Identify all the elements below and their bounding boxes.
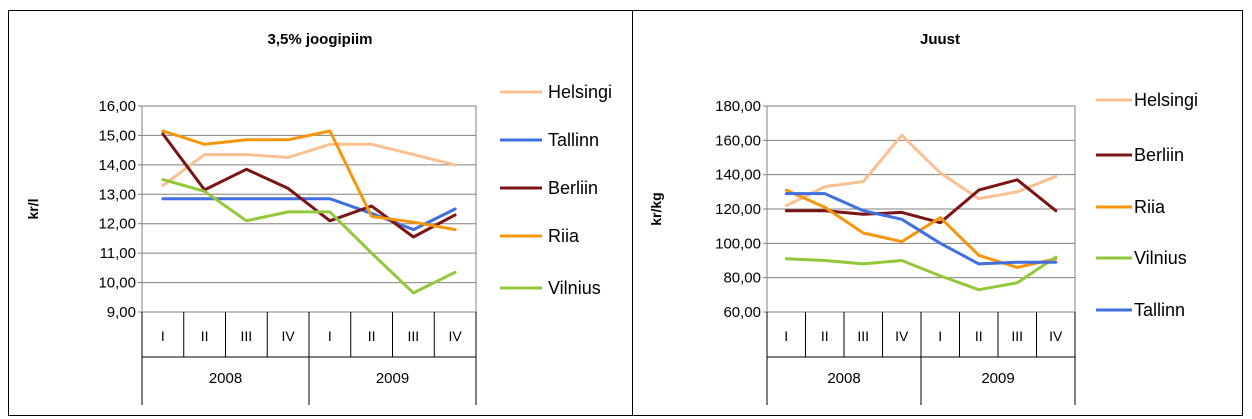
x-tick-label: III [408, 328, 420, 344]
legend-label: Tallinn [548, 130, 599, 150]
x-tick-label: I [328, 328, 332, 344]
x-tick-label: II [368, 328, 376, 344]
y-tick-label: 15,00 [98, 127, 136, 144]
plot-area [141, 105, 477, 313]
x-year-label: 2009 [376, 370, 409, 387]
x-year-label: 2008 [209, 370, 242, 387]
y-tick-label: 100,00 [715, 235, 761, 252]
legend-label: Berliin [548, 178, 598, 198]
y-tick-label: 12,00 [98, 216, 136, 233]
x-year-label: 2008 [827, 370, 860, 387]
series-line-riia [161, 129, 457, 232]
y-tick-label: 140,00 [715, 167, 761, 184]
y-axis-label: kr/kg [648, 192, 664, 225]
y-tick-label: 16,00 [98, 98, 136, 115]
legend-label: Riia [548, 226, 580, 246]
x-tick-label: III [1011, 328, 1023, 344]
x-tick-label: II [821, 328, 829, 344]
series-line-tallinn [161, 197, 457, 232]
y-tick-label: 14,00 [98, 157, 136, 174]
chart-title: Juust [920, 31, 960, 48]
series-line-helsingi [161, 142, 457, 187]
y-tick-label: 13,00 [98, 186, 136, 203]
chart-title: 3,5% joogipiim [267, 31, 372, 48]
y-tick-label: 180,00 [715, 98, 761, 115]
x-tick-label: III [857, 328, 869, 344]
y-tick-label: 160,00 [715, 132, 761, 149]
y-tick-label: 9,00 [107, 304, 136, 321]
chart-milk: 3,5% joogipiim 9,00 10,00 11,00 12,00 13,00 14… [25, 31, 612, 405]
x-year-label: 2009 [981, 370, 1014, 387]
y-tick-label: 80,00 [723, 270, 761, 287]
series-line-helsingi [784, 133, 1058, 208]
y-tick-label: 120,00 [715, 201, 761, 218]
legend-label: Helsingi [548, 82, 612, 102]
series-line-tallinn [784, 192, 1058, 266]
legend-label: Helsingi [1134, 90, 1198, 110]
y-tick-label: 60,00 [723, 304, 761, 321]
x-tick-label: II [975, 328, 983, 344]
chart-cheese: Juust 60,00 80,00 100,00 120,00 140,00 160,00 1… [648, 31, 1198, 405]
series-line-vilnius [161, 178, 457, 295]
x-tick-label: IV [449, 328, 463, 344]
y-axis-label: kr/l [25, 198, 41, 219]
x-tick-label: IV [895, 328, 909, 344]
x-tick-label: II [201, 328, 209, 344]
legend-label: Tallinn [1134, 300, 1185, 320]
legend-label: Riia [1134, 197, 1166, 217]
y-tick-label: 11,00 [100, 245, 136, 262]
x-tick-label: I [161, 328, 165, 344]
x-tick-label: III [241, 328, 253, 344]
series-line-berliin [161, 132, 457, 239]
x-tick-label: IV [1049, 328, 1063, 344]
legend-label: Vilnius [1134, 248, 1187, 268]
series-line-vilnius [784, 255, 1058, 292]
x-tick-label: IV [282, 328, 296, 344]
y-tick-label: 10,00 [98, 275, 136, 292]
legend-label: Vilnius [548, 278, 601, 298]
x-tick-label: I [938, 328, 942, 344]
legend-label: Berliin [1134, 145, 1184, 165]
x-tick-label: I [784, 328, 788, 344]
